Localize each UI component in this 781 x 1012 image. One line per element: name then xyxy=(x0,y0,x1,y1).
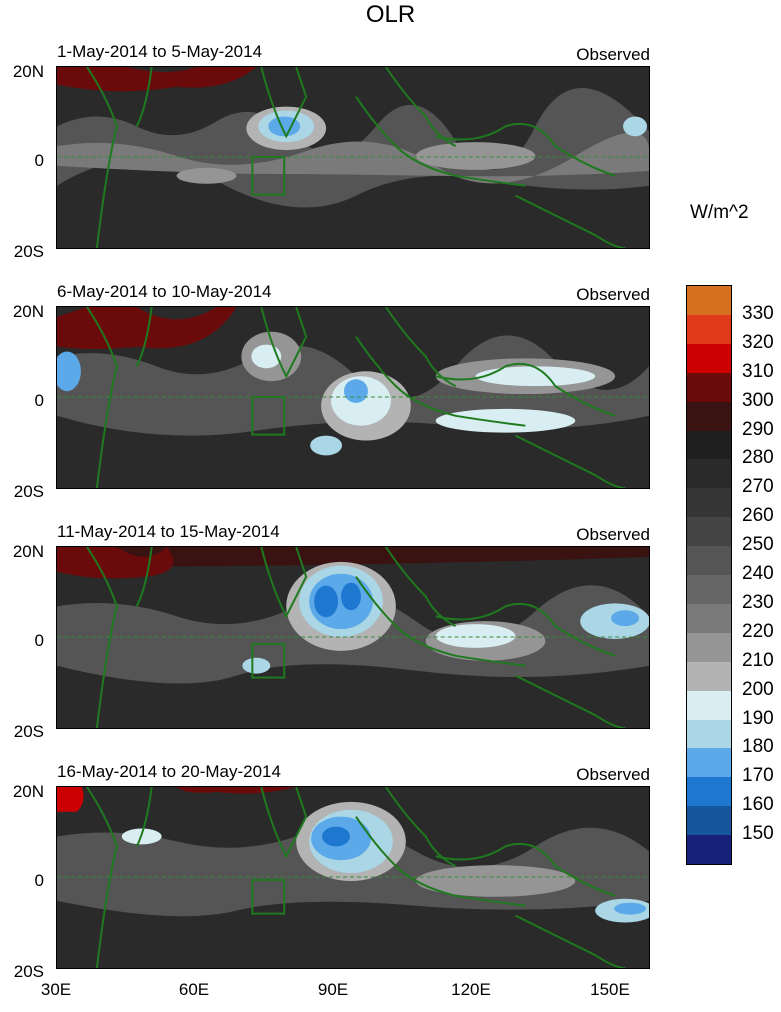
colorbar-tick-label: 260 xyxy=(742,505,774,527)
colorbar-swatch xyxy=(687,546,731,576)
panel-tag: Observed xyxy=(576,525,650,544)
units-label: W/m^2 xyxy=(690,202,749,223)
colorbar-tick-label: 290 xyxy=(742,418,774,440)
lat-label-20n: 20N xyxy=(12,542,44,561)
lat-label-eq: 0 xyxy=(34,871,44,890)
map-panel-3: 11-May-2014 to 15-May-2014 Observed 20N … xyxy=(0,522,700,747)
colorbar-tick-label: 270 xyxy=(742,476,774,498)
colorbar-tick-label: 160 xyxy=(742,794,774,816)
colorbar-tick-label: 320 xyxy=(742,331,774,353)
colorbar-swatch xyxy=(687,748,731,778)
lon-label-120e: 120E xyxy=(451,980,491,999)
lat-label-20n: 20N xyxy=(12,62,44,81)
panel-tag: Observed xyxy=(576,285,650,304)
panel-period: 11-May-2014 to 15-May-2014 xyxy=(57,522,280,541)
colorbar-swatch xyxy=(687,430,731,460)
colorbar-swatch xyxy=(687,372,731,403)
lon-label-30e: 30E xyxy=(40,980,72,999)
olr-map xyxy=(56,66,650,249)
colorbar-tick-label: 180 xyxy=(742,736,774,758)
colorbar-tick-label: 280 xyxy=(742,447,774,469)
colorbar-swatch xyxy=(687,459,731,489)
lat-label-20s: 20S xyxy=(13,482,44,501)
colorbar-tick-label: 190 xyxy=(742,707,774,729)
lat-label-20s: 20S xyxy=(13,722,44,741)
colorbar-swatch xyxy=(687,835,731,865)
olr-map xyxy=(56,786,650,969)
colorbar-swatch xyxy=(687,806,731,836)
panel-tag: Observed xyxy=(576,765,650,784)
colorbar xyxy=(686,285,732,865)
colorbar-tick-label: 300 xyxy=(742,389,774,411)
map-panel-4: 16-May-2014 to 20-May-2014 Observed 20N … xyxy=(0,762,700,987)
colorbar-tick-label: 220 xyxy=(742,620,774,642)
lat-label-20s: 20S xyxy=(13,962,44,981)
lat-label-eq: 0 xyxy=(34,151,44,170)
colorbar-swatch xyxy=(687,343,731,374)
colorbar-swatch xyxy=(687,603,731,634)
colorbar-tick-label: 240 xyxy=(742,563,774,584)
colorbar-tick-label: 230 xyxy=(742,591,774,613)
panel-period: 1-May-2014 to 5-May-2014 xyxy=(57,42,263,61)
panel-period: 6-May-2014 to 10-May-2014 xyxy=(57,282,272,301)
lat-label-20s: 20S xyxy=(13,242,44,261)
olr-map xyxy=(56,306,650,489)
lon-label-150e: 150E xyxy=(590,980,630,999)
colorbar-swatch xyxy=(687,517,731,547)
panel-tag: Observed xyxy=(576,45,650,64)
chart-title: OLR xyxy=(365,1,416,28)
map-panel-2: 6-May-2014 to 10-May-2014 Observed 20N 0… xyxy=(0,282,700,507)
colorbar-swatch xyxy=(687,777,731,807)
lon-label-90e: 90E xyxy=(317,980,349,999)
colorbar-swatch xyxy=(687,690,731,720)
colorbar-tick-label: 330 xyxy=(742,302,774,324)
colorbar-swatch xyxy=(687,401,731,431)
colorbar-swatch xyxy=(687,286,731,316)
lat-label-20n: 20N xyxy=(12,782,44,801)
lat-label-20n: 20N xyxy=(12,302,44,321)
map-panel-1: 1-May-2014 to 5-May-2014 Observed 20N 0 … xyxy=(0,42,700,267)
colorbar-swatch xyxy=(687,314,731,345)
colorbar-swatch xyxy=(687,719,731,749)
colorbar-tick-label: 200 xyxy=(742,678,774,700)
colorbar-tick-label: 210 xyxy=(742,649,774,671)
colorbar-tick-label: 150 xyxy=(742,823,774,845)
colorbar-swatch xyxy=(687,632,731,663)
colorbar-swatch xyxy=(687,488,731,518)
olr-map xyxy=(56,546,650,729)
colorbar-tick-label: 310 xyxy=(742,360,774,382)
colorbar-swatch xyxy=(687,575,731,605)
colorbar-swatch xyxy=(687,661,731,692)
colorbar-tick-label: 250 xyxy=(742,534,774,556)
lat-label-eq: 0 xyxy=(34,391,44,410)
lat-label-eq: 0 xyxy=(34,631,44,650)
panel-period: 16-May-2014 to 20-May-2014 xyxy=(57,762,281,781)
lon-label-60e: 60E xyxy=(178,980,210,999)
colorbar-tick-label: 170 xyxy=(742,765,774,787)
